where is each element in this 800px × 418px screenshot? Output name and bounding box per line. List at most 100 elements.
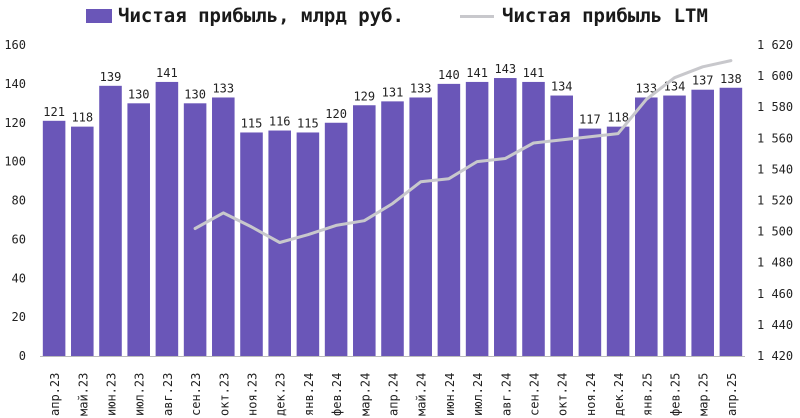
bar [578, 128, 602, 356]
bar-value-label: 130 [184, 87, 206, 101]
y-right-tick-label: 1 520 [757, 194, 793, 208]
bar [663, 95, 686, 356]
x-tick-label: янв.25 [640, 373, 654, 416]
y-left-tick-label: 60 [12, 232, 26, 246]
y-right-tick-label: 1 540 [757, 162, 793, 176]
bar-value-label: 131 [382, 85, 404, 99]
y-left-tick-label: 80 [12, 194, 26, 208]
bar [465, 81, 489, 357]
y-right-tick-label: 1 420 [757, 349, 793, 363]
x-tick-label: май.23 [76, 373, 90, 416]
x-tick-label: мар.25 [697, 373, 711, 416]
x-tick-label: май.24 [415, 373, 429, 416]
bar [691, 89, 714, 357]
bar [296, 132, 320, 356]
y-right-tick-label: 1 620 [757, 38, 793, 52]
bar-value-label: 138 [720, 72, 742, 86]
y-right-tick-label: 1 440 [757, 318, 793, 332]
ltm-line [193, 59, 733, 244]
bar [127, 103, 150, 356]
bar [71, 126, 94, 356]
bar [719, 87, 743, 356]
bar [42, 120, 66, 357]
x-tick-label: апр.23 [48, 373, 62, 416]
y-right-tick-label: 1 460 [757, 287, 793, 301]
y-left-tick-label: 120 [4, 116, 26, 130]
bar-value-label: 118 [607, 111, 629, 125]
legend-item-net-profit: Чистая прибыль, млрд руб. [86, 5, 404, 27]
bar [606, 126, 630, 356]
bar-value-label: 137 [692, 74, 714, 88]
bar-value-label: 116 [269, 115, 291, 129]
x-tick-label: июн.23 [105, 373, 119, 416]
bar-value-label: 120 [325, 107, 347, 121]
bar [353, 105, 376, 356]
bar-value-label: 141 [156, 66, 178, 80]
legend-label-ltm: Чистая прибыль LTM [502, 5, 708, 27]
y-left-tick-label: 100 [4, 155, 26, 169]
legend-item-ltm: Чистая прибыль LTM [460, 5, 708, 27]
bar [381, 101, 404, 357]
bar-value-label: 133 [635, 81, 657, 95]
bar-value-label: 134 [551, 80, 573, 94]
x-tick-label: окт.24 [556, 373, 570, 416]
x-tick-label: янв.24 [302, 373, 316, 416]
legend: Чистая прибыль, млрд руб. Чистая прибыль… [0, 5, 800, 33]
legend-label-net-profit: Чистая прибыль, млрд руб. [118, 5, 404, 27]
x-tick-label: сен.24 [528, 373, 542, 416]
x-tick-label: фев.24 [330, 373, 344, 416]
bar-value-label: 121 [43, 105, 65, 119]
y-right-tick-label: 1 580 [757, 100, 793, 114]
bar-value-label: 118 [71, 111, 93, 125]
bar [522, 81, 545, 357]
x-tick-label: авг.24 [499, 373, 513, 416]
y-left-tick-label: 20 [12, 310, 26, 324]
y-left-tick-label: 0 [19, 349, 26, 363]
bar-value-label: 115 [297, 116, 319, 130]
bar-value-label: 129 [353, 89, 375, 103]
bar-value-label: 143 [494, 62, 516, 76]
x-tick-label: фев.25 [669, 373, 683, 416]
bar [494, 78, 517, 356]
bar [437, 83, 461, 356]
bar-value-label: 130 [128, 87, 150, 101]
x-tick-label: мар.24 [358, 373, 372, 416]
bar [155, 81, 179, 357]
bar-value-label: 141 [466, 66, 488, 80]
x-tick-label: сен.23 [189, 373, 203, 416]
bar-value-label: 115 [241, 116, 263, 130]
legend-bar-swatch [86, 9, 112, 23]
y-right-tick-label: 1 480 [757, 256, 793, 270]
bar-value-label: 133 [410, 81, 432, 95]
y-right-tick-label: 1 560 [757, 131, 793, 145]
bar [99, 85, 122, 356]
x-tick-label: окт.23 [217, 373, 231, 416]
y-right-tick-label: 1 500 [757, 225, 793, 239]
bar-value-label: 141 [523, 66, 545, 80]
bar [635, 97, 658, 356]
bar-value-label: 133 [212, 81, 234, 95]
bar [550, 95, 573, 356]
bar-value-label: 140 [438, 68, 460, 82]
x-tick-label: июл.23 [133, 373, 147, 416]
bar [409, 97, 432, 356]
bar-value-label: 134 [664, 80, 686, 94]
bar-value-label: 117 [579, 113, 601, 127]
y-left-tick-label: 160 [4, 38, 26, 52]
x-tick-label: ноя.23 [246, 373, 260, 416]
y-right-tick-label: 1 600 [757, 69, 793, 83]
x-tick-label: апр.24 [387, 373, 401, 416]
legend-line-swatch [460, 14, 494, 18]
x-tick-label: дек.23 [274, 373, 288, 416]
x-tick-label: апр.25 [725, 373, 739, 416]
x-tick-label: авг.23 [161, 373, 175, 416]
x-tick-label: ноя.24 [584, 373, 598, 416]
bar [212, 97, 235, 356]
x-tick-label: июл.24 [471, 373, 485, 416]
y-left-tick-label: 140 [4, 77, 26, 91]
x-tick-label: июн.24 [443, 373, 457, 416]
bar [324, 122, 348, 356]
bar-value-label: 139 [100, 70, 122, 84]
x-tick-label: дек.24 [612, 373, 626, 416]
